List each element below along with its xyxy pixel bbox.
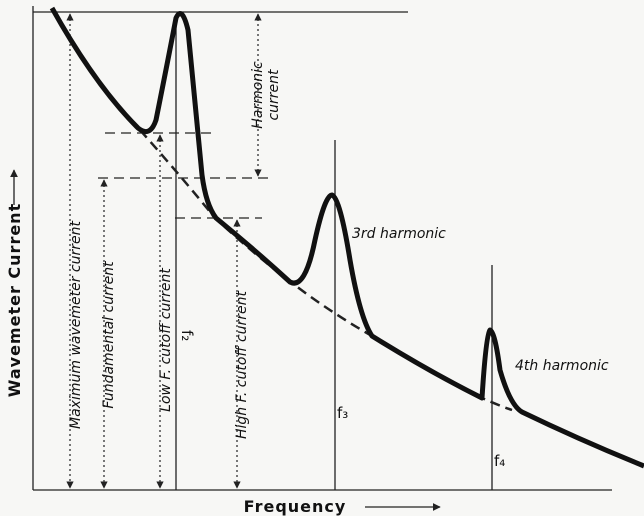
- f2-label: f₂: [178, 330, 196, 341]
- maximum-label: Maximum wavemeter current: [68, 221, 84, 429]
- fundamental-curve: [139, 129, 513, 412]
- fundamental-label: Fundamental current: [101, 261, 117, 409]
- f4-label: f₄: [494, 452, 505, 470]
- third-harmonic-label: 3rd harmonic: [352, 226, 446, 242]
- harmonic-label: Harmonic: [250, 61, 266, 129]
- low-cutoff-label: Low F. cutoff current: [158, 268, 174, 412]
- fourth-harmonic-label: 4th harmonic: [515, 358, 609, 374]
- high-cutoff-label: High F. cutoff current: [234, 290, 250, 439]
- f3-label: f₃: [337, 404, 348, 422]
- response-curve: [49, 6, 644, 469]
- y-axis-label: Wavemeter Current: [5, 203, 24, 397]
- harmonic-label: current: [266, 69, 282, 121]
- x-axis-label: Frequency: [244, 497, 347, 516]
